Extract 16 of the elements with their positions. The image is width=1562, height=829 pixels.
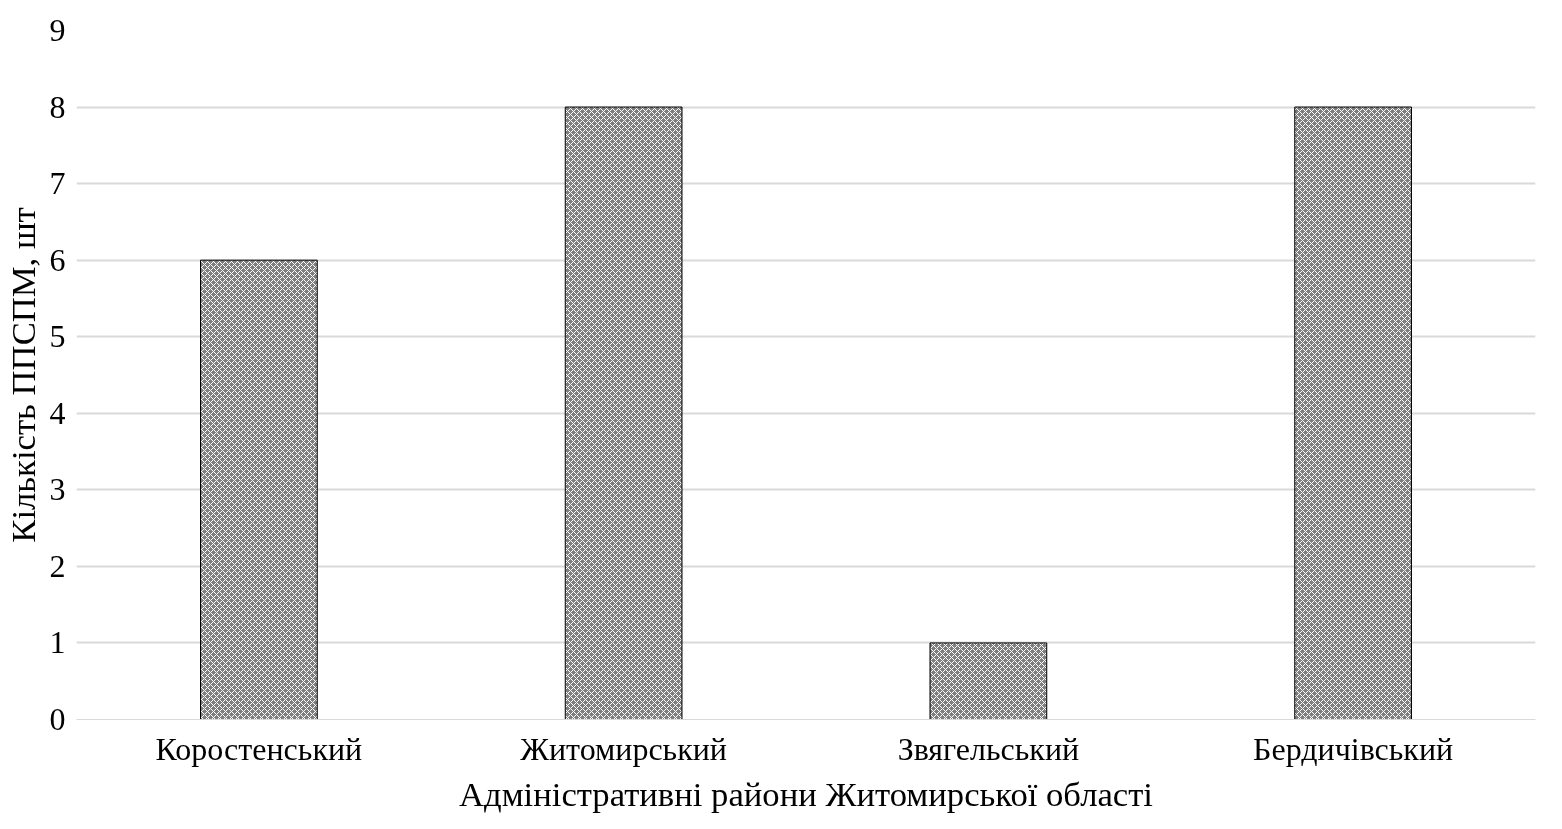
y-tick-label: 2 bbox=[49, 547, 66, 584]
x-tick-label: Житомирський bbox=[520, 730, 727, 767]
y-tick-label: 9 bbox=[49, 12, 66, 48]
x-tick-label: Звягельський bbox=[897, 730, 1080, 767]
y-axis-title: Кількість ППСПМ, шт bbox=[3, 207, 42, 543]
y-tick-label: 1 bbox=[49, 624, 66, 661]
y-tick-label: 3 bbox=[49, 471, 66, 508]
y-tick-label: 0 bbox=[49, 701, 66, 737]
y-tick-label: 8 bbox=[49, 88, 66, 125]
y-tick-label: 4 bbox=[49, 394, 66, 431]
x-axis-title: Адміністративні райони Житомирської області bbox=[459, 774, 1153, 813]
y-tick-label: 7 bbox=[49, 165, 66, 202]
y-tick-label: 5 bbox=[49, 318, 66, 355]
x-tick-label: Коростенський bbox=[155, 730, 363, 767]
y-tick-label: 6 bbox=[49, 241, 66, 278]
x-tick-label: Бердичівський bbox=[1253, 730, 1454, 767]
